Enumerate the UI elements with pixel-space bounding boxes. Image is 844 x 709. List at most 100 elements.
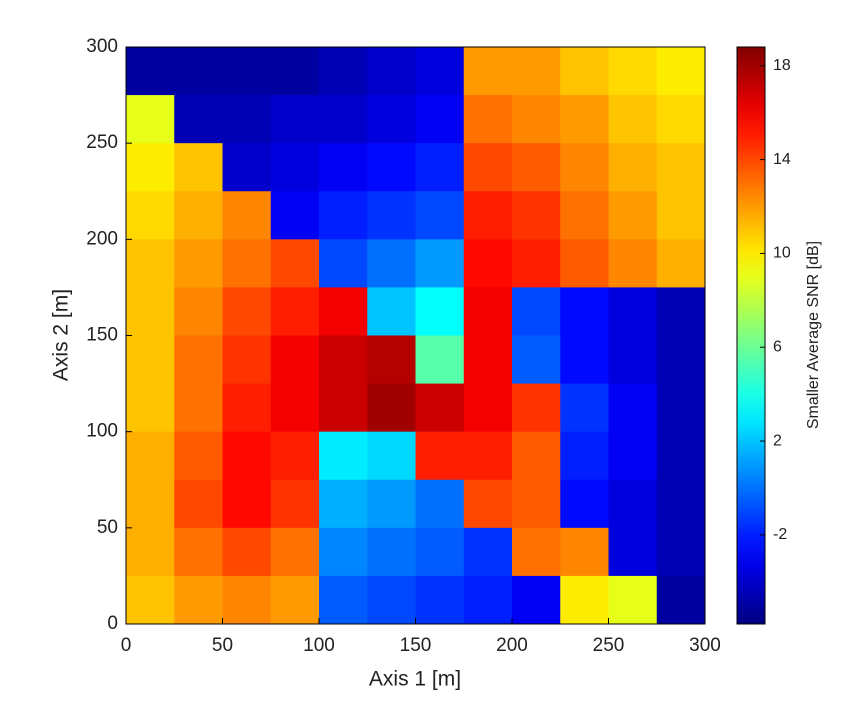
colorbar-tick-label: 10	[773, 245, 791, 262]
heat-cell	[463, 143, 513, 192]
heat-cell	[174, 287, 223, 336]
x-tick-label: 300	[689, 635, 721, 656]
heat-cell	[270, 143, 320, 192]
heat-cell	[608, 383, 658, 433]
heat-cell	[270, 287, 320, 336]
heat-cell	[656, 527, 706, 577]
heat-cell	[367, 191, 416, 240]
y-tick-label: 50	[97, 517, 118, 538]
heat-cell	[463, 527, 513, 577]
heat-cell	[270, 191, 320, 240]
x-tick-label: 0	[121, 635, 132, 656]
heat-cell	[560, 47, 609, 96]
heat-cell	[656, 239, 706, 288]
heat-cell	[126, 431, 175, 481]
heat-cell	[367, 479, 416, 529]
heat-cell	[560, 479, 609, 529]
heat-cell	[415, 191, 465, 240]
heat-cell	[415, 239, 465, 288]
heat-cell	[608, 47, 658, 96]
heat-cell	[367, 383, 416, 433]
x-tick-label: 150	[400, 635, 432, 656]
heat-cell	[270, 239, 320, 288]
heat-cell	[270, 47, 320, 96]
heat-cell	[512, 431, 561, 481]
heat-cell	[319, 335, 368, 385]
heat-cell	[270, 383, 320, 433]
heat-cell	[608, 431, 658, 481]
heat-cell	[512, 383, 561, 433]
heat-cell	[463, 383, 513, 433]
y-tick-label: 0	[107, 613, 118, 634]
y-axis-label: Axis 2 [m]	[50, 289, 73, 381]
heat-cell	[415, 47, 465, 96]
heat-cell	[560, 431, 609, 481]
heat-cell	[126, 143, 175, 192]
heat-cell	[415, 431, 465, 481]
heat-cell	[656, 191, 706, 240]
heat-cell	[174, 47, 223, 96]
heat-cell	[512, 95, 561, 144]
heat-cell	[126, 95, 175, 144]
heat-cell	[222, 287, 272, 336]
heat-cell	[656, 47, 706, 96]
heat-cell	[222, 143, 272, 192]
heat-cell	[126, 47, 175, 96]
heat-cell	[656, 335, 706, 385]
heat-cell	[512, 47, 561, 96]
heat-cell	[270, 431, 320, 481]
heat-cell	[512, 527, 561, 577]
heat-cell	[126, 335, 175, 385]
heat-cell	[319, 287, 368, 336]
heat-cell	[463, 287, 513, 336]
heat-cell	[560, 143, 609, 192]
heat-cell	[560, 239, 609, 288]
heat-cell	[512, 143, 561, 192]
heat-cell	[560, 383, 609, 433]
heat-cell	[463, 47, 513, 96]
heat-cell	[415, 335, 465, 385]
heat-cell	[319, 239, 368, 288]
heat-cell	[608, 287, 658, 336]
heat-cell	[174, 431, 223, 481]
heat-cell	[463, 431, 513, 481]
heat-cell	[367, 47, 416, 96]
heat-cell	[512, 335, 561, 385]
heat-cell	[126, 527, 175, 577]
heat-cell	[319, 383, 368, 433]
heat-cell	[222, 527, 272, 577]
heat-cell	[319, 143, 368, 192]
heat-cell	[367, 575, 416, 625]
heat-cell	[512, 575, 561, 625]
heatmap	[126, 47, 706, 625]
heat-cell	[126, 191, 175, 240]
heat-cell	[463, 191, 513, 240]
heat-cell	[560, 575, 609, 625]
heat-cell	[560, 287, 609, 336]
heat-cell	[415, 95, 465, 144]
heat-cell	[560, 95, 609, 144]
y-tick-label: 150	[86, 325, 118, 346]
heat-cell	[174, 239, 223, 288]
heat-cell	[222, 479, 272, 529]
heat-cell	[608, 527, 658, 577]
heat-cell	[319, 479, 368, 529]
heat-cell	[222, 431, 272, 481]
heat-cell	[463, 479, 513, 529]
heat-cell	[319, 431, 368, 481]
heat-cell	[367, 431, 416, 481]
heat-cell	[174, 527, 223, 577]
heat-cell	[463, 575, 513, 625]
heat-cell	[656, 479, 706, 529]
heat-cell	[174, 191, 223, 240]
y-tick-label: 200	[86, 228, 118, 249]
heat-cell	[463, 95, 513, 144]
heat-cell	[319, 47, 368, 96]
heat-cell	[608, 575, 658, 625]
colorbar-tick-label: 6	[773, 338, 782, 355]
heat-cell	[656, 431, 706, 481]
heat-cell	[367, 287, 416, 336]
heat-cell	[174, 479, 223, 529]
heat-cell	[512, 479, 561, 529]
